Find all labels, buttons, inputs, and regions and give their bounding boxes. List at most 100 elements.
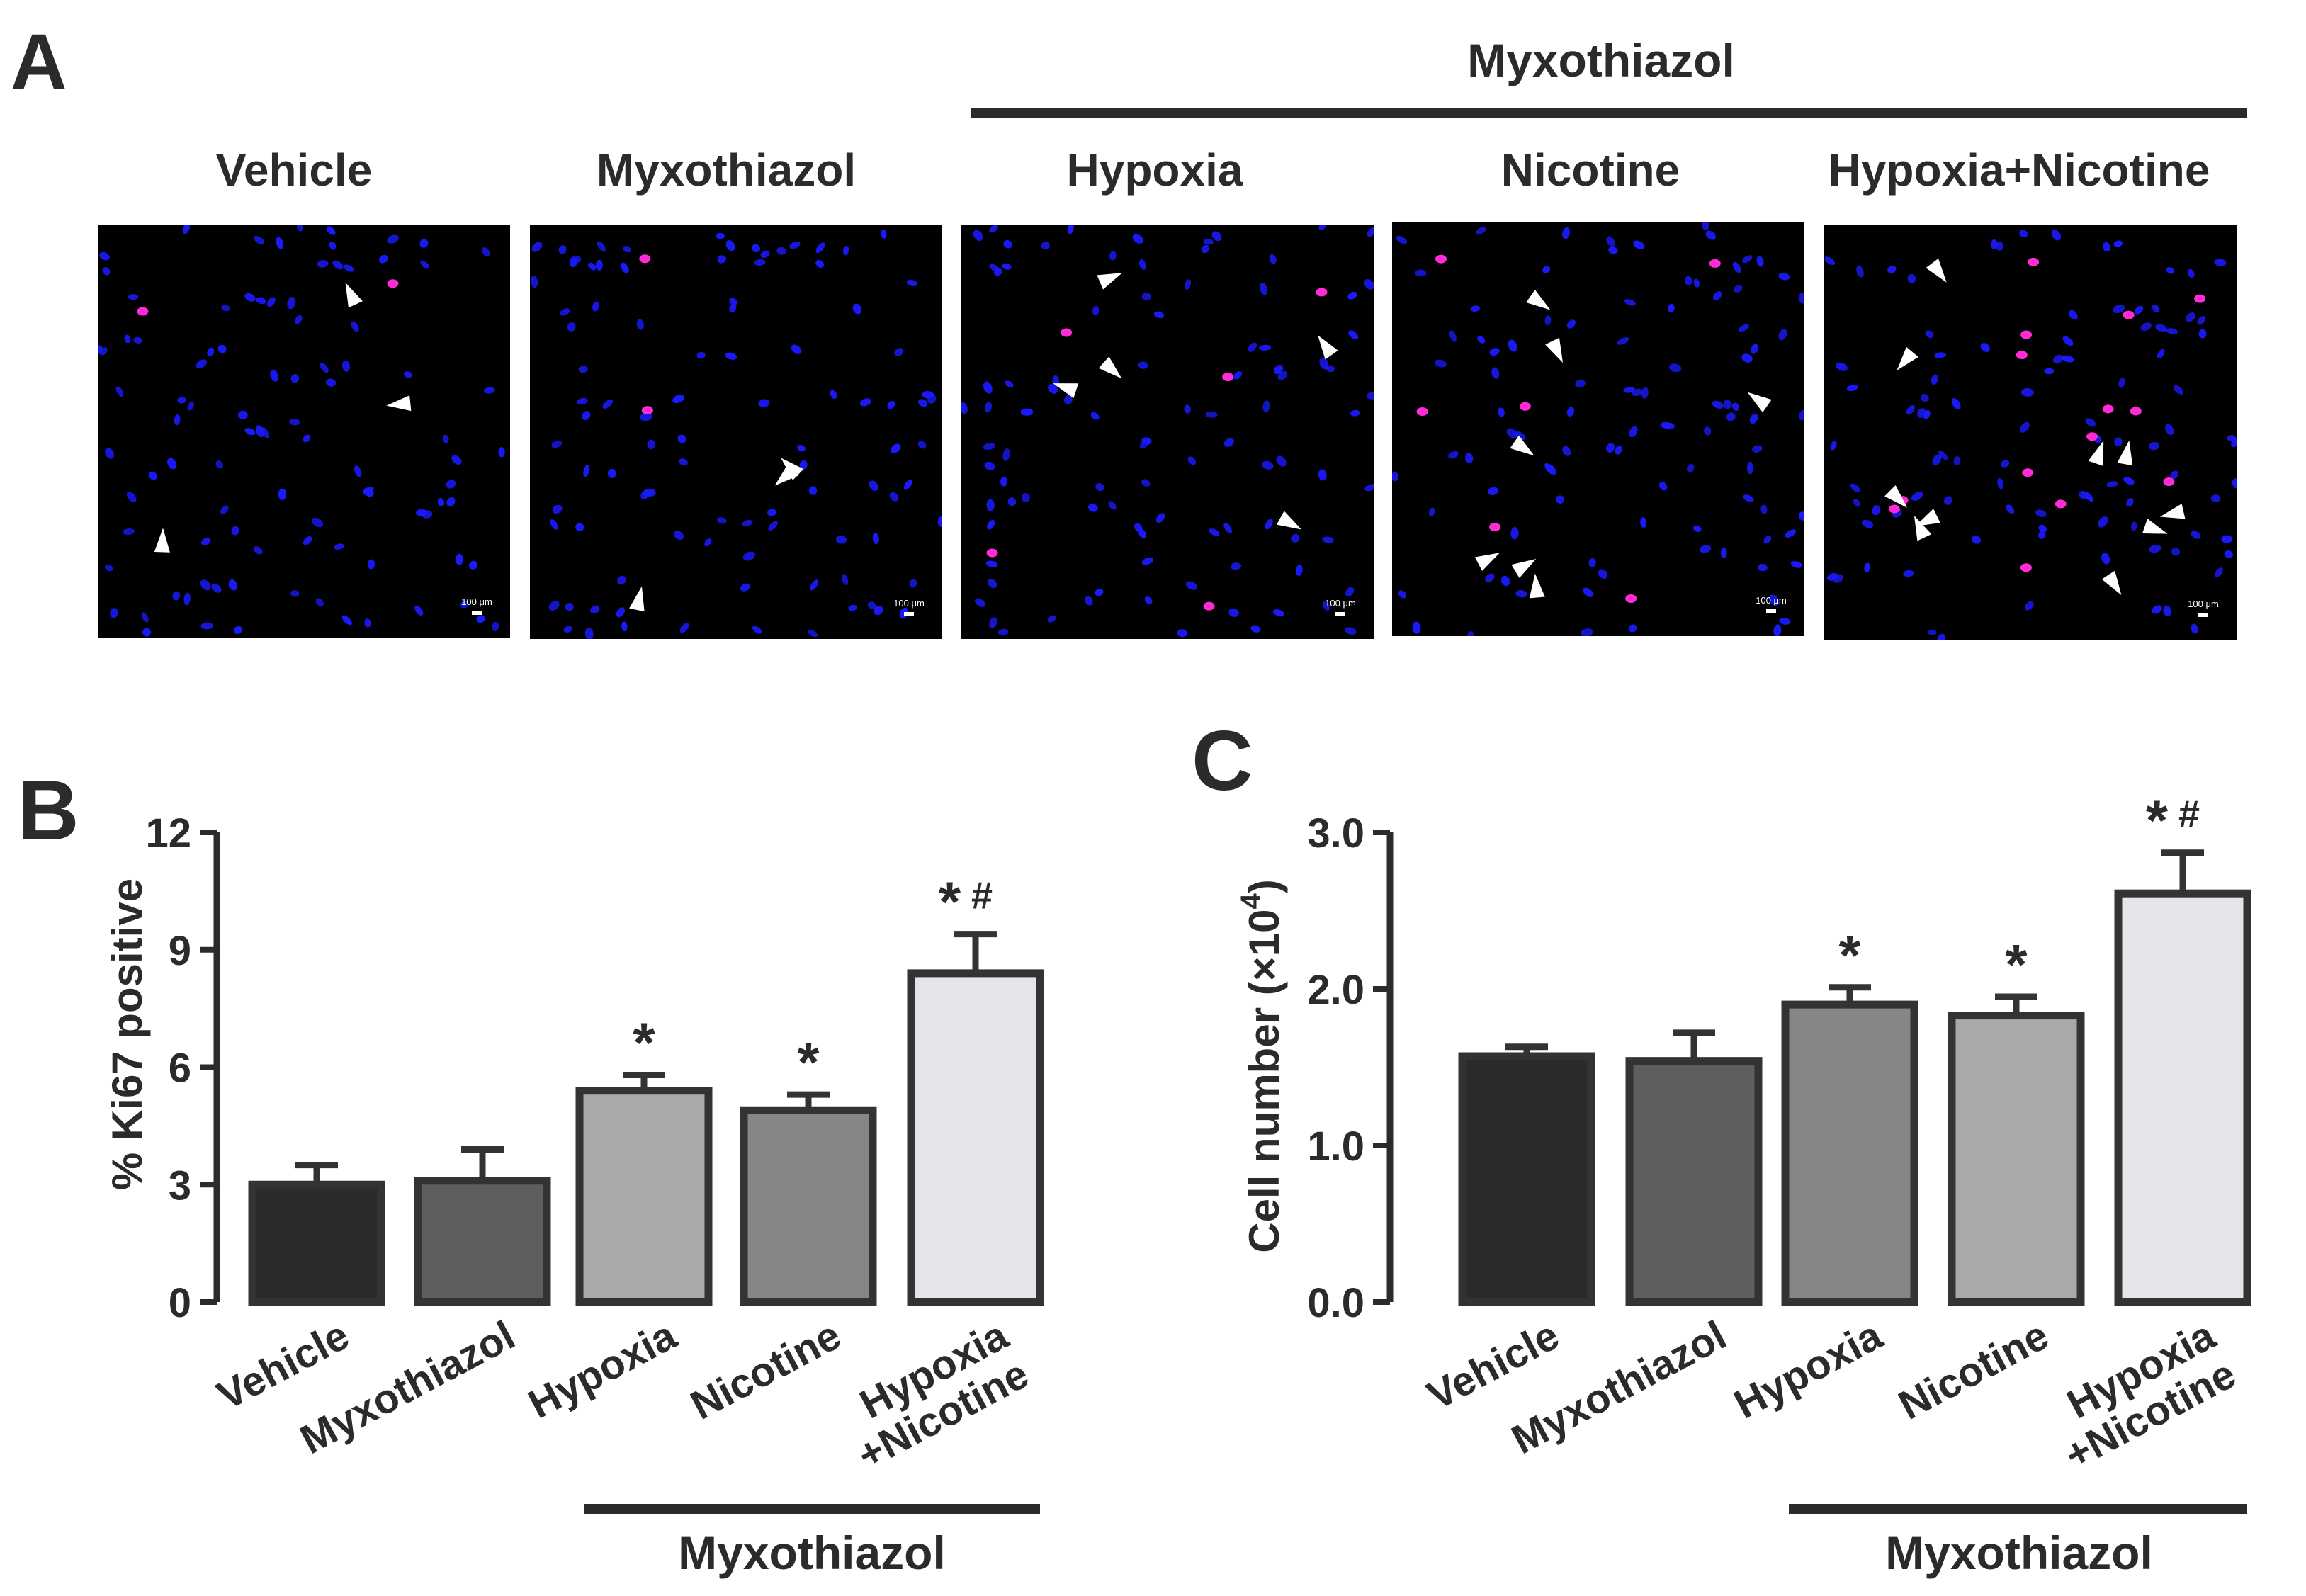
nucleus [677,434,686,443]
nucleus [1738,324,1749,332]
nucleus [325,378,337,387]
nucleus [483,387,495,394]
nucleus [2214,567,2223,578]
ki67-positive-nucleus [387,279,399,288]
scale-bar [2198,613,2208,617]
nucleus [1322,536,1334,543]
scale-bar-label: 100 μm [2188,599,2219,609]
nucleus [128,294,139,300]
y-axis-label-b: % Ki67 positive [103,878,151,1190]
ki67-positive-nucleus [2130,407,2142,416]
nucleus [1398,590,1407,599]
nucleus [1798,293,1804,304]
nucleus [867,601,876,609]
nucleus [437,498,445,506]
nucleus [1428,507,1435,517]
nucleus [2135,305,2144,315]
significance-marker: * [2005,933,2028,996]
nucleus [2231,437,2237,448]
nucleus [167,458,177,470]
nucleus [420,260,429,269]
nucleus [2118,378,2125,388]
nucleus [2157,349,2165,359]
ki67-positive-nucleus [2163,477,2175,486]
nucleus [758,399,770,407]
nucleus [1856,265,1864,278]
ki67-positive-nucleus [1222,373,1234,382]
nucleus [1153,311,1165,319]
nucleus [1906,404,1915,415]
nucleus [1741,255,1753,264]
nucleus [799,460,808,470]
nucleus [1785,529,1797,538]
nucleus [636,319,645,330]
micrograph-title-nicotine: Nicotine [1501,145,1680,196]
ki67-positive-nucleus [1709,259,1721,268]
nucleus [1002,263,1012,270]
panel-b: B % Ki67 positive 036912VehicleMyxothiaz… [18,763,1044,1579]
nucleus [1562,227,1571,239]
nucleus [1608,247,1618,254]
ki67-positive-nucleus [2194,294,2206,303]
nucleus [1925,330,1934,339]
arrowhead-marker [386,395,412,412]
nucleus [367,559,375,570]
nucleus [1773,624,1782,636]
nucleus [1668,303,1675,313]
nucleus [315,598,324,607]
nucleus [989,617,997,629]
y-tick-label: 0 [169,1280,191,1326]
nucleus [2126,498,2134,507]
arrowhead-marker [2117,440,2133,466]
nucleus [1864,562,1870,573]
nucleus [1917,408,1926,418]
nucleus [2191,623,2198,634]
nucleus [922,391,934,399]
nucleus [1743,494,1754,502]
nucleus [742,519,753,527]
nucleus [1669,363,1682,373]
scale-bar-label: 100 μm [1756,595,1787,606]
nucleus [1318,225,1328,230]
nucleus [1712,400,1724,409]
nucleus [326,226,336,235]
nucleus [1580,628,1593,636]
nucleus [200,537,211,545]
nucleus [1953,456,1961,466]
nucleus [1932,454,1942,465]
nucleus [217,344,227,353]
nucleus [115,386,124,397]
scale-bar [1766,609,1776,613]
nucleus [974,598,986,608]
nucleus [1000,476,1007,487]
nucleus [2062,336,2074,346]
nucleus [607,468,616,478]
nucleus [290,374,300,383]
nucleus [1364,278,1374,290]
nucleus [621,621,628,632]
nucleus [1598,569,1608,579]
nucleus [2140,322,2152,332]
arrowhead-marker [1053,383,1079,399]
nucleus [2020,421,2030,433]
nucleus [1508,339,1517,352]
micrograph-background [1392,222,1804,636]
ki67-positive-nucleus [1061,328,1073,337]
nucleus [1583,587,1594,597]
nucleus [1544,463,1554,475]
arrowhead-marker [1098,356,1122,379]
nucleus [672,395,684,404]
nucleus [989,225,998,233]
nucleus [1699,545,1712,553]
nucleus [1047,615,1056,623]
nucleus [906,279,918,287]
nucleus [2163,605,2171,617]
nucleus [716,233,725,239]
nucleus [1201,244,1210,254]
nucleus [674,531,684,541]
nucleus [2038,524,2047,533]
nucleus [1747,461,1753,475]
nucleus [228,579,237,591]
nucleus [1449,330,1457,342]
nucleus [843,245,849,256]
